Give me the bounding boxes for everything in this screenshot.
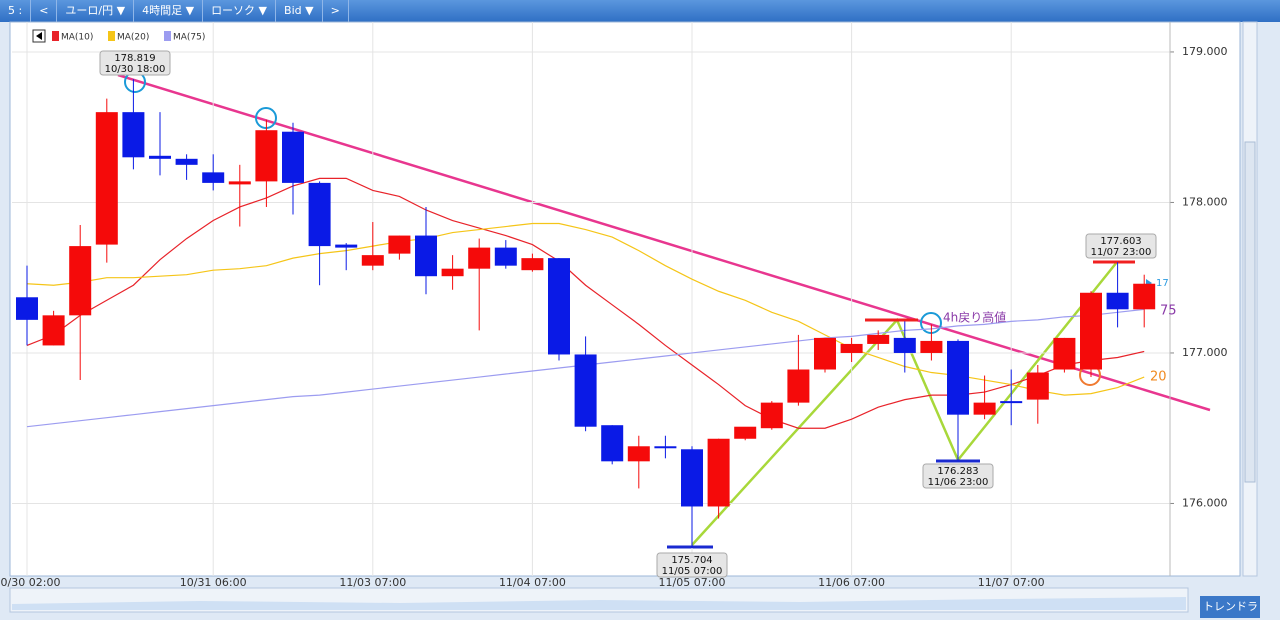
- annotation-value: 176.283: [937, 466, 978, 477]
- candle-body: [627, 446, 650, 462]
- trendline-button[interactable]: [1200, 596, 1260, 618]
- candle-body: [787, 369, 810, 403]
- annotation-note: 20: [1150, 370, 1167, 385]
- x-tick-label: 11/06 07:00: [818, 576, 885, 589]
- y-tick-label: 178.000: [1182, 195, 1228, 208]
- y-tick-label: 179.000: [1182, 45, 1228, 58]
- candle-body: [947, 340, 969, 415]
- candle-body: [681, 449, 703, 507]
- candle-body: [734, 426, 757, 439]
- candle-body: [202, 172, 225, 183]
- candle-body: [175, 158, 198, 165]
- candle-body: [601, 425, 624, 462]
- x-tick-label: 10/30 02:00: [0, 576, 60, 589]
- annotation-box: [656, 552, 728, 578]
- legend-label: MA(75): [173, 33, 205, 43]
- candle-body: [282, 131, 304, 183]
- candle-body: [1106, 292, 1129, 310]
- toolbar: 5 : < ユーロ/円 ▼ 4時間足 ▼ ローソク ▼ Bid ▼ >: [0, 0, 1280, 22]
- annotation-value: 177.603: [1100, 236, 1141, 247]
- annotation-time: 11/07 23:00: [1091, 247, 1152, 258]
- x-tick-label: 11/05 07:00: [659, 576, 726, 589]
- candle-body: [69, 246, 92, 316]
- annotation-time: 11/05 07:00: [662, 566, 723, 577]
- candle-body: [122, 112, 145, 158]
- navigator-area: [12, 597, 1186, 610]
- candle-body: [814, 337, 836, 370]
- candle-body: [308, 182, 331, 247]
- candle-body: [973, 402, 996, 415]
- candle-body: [415, 235, 437, 277]
- toolbar-item[interactable]: ローソク ▼: [203, 0, 277, 22]
- candle-body: [1080, 292, 1102, 370]
- candle-body: [361, 255, 384, 266]
- y-tick-label: 177.000: [1182, 346, 1228, 359]
- annotation-value: 178.819: [114, 53, 155, 64]
- candle-body: [16, 297, 38, 320]
- annotation-note: 17: [1156, 278, 1169, 289]
- legend-toggle-icon: [36, 32, 42, 40]
- x-tick-label: 11/03 07:00: [339, 576, 406, 589]
- candle-body: [441, 268, 464, 277]
- candle-body: [707, 438, 730, 507]
- annotation-note: 4h戻り高値: [943, 310, 1006, 325]
- candle-body: [255, 130, 278, 182]
- candle-body: [1053, 337, 1076, 370]
- annotation-box: [1085, 233, 1157, 259]
- chart-frame: [9, 21, 1241, 577]
- legend-swatch: [52, 31, 59, 41]
- annotation-time: 10/30 18:00: [105, 64, 166, 75]
- candle-body: [760, 402, 783, 429]
- candle-body: [521, 258, 544, 271]
- x-tick-label: 11/04 07:00: [499, 576, 566, 589]
- candle-body: [840, 343, 863, 353]
- legend-label: MA(10): [61, 33, 93, 43]
- annotation-box: [99, 50, 171, 76]
- scroll-thumb[interactable]: [1244, 141, 1256, 483]
- toolbar-item[interactable]: >: [323, 0, 349, 22]
- legend-label: MA(20): [117, 33, 149, 43]
- trendline-button-label: トレンドラ: [1203, 600, 1258, 613]
- candle-body: [228, 181, 251, 185]
- legend-swatch: [164, 31, 171, 41]
- candle-body: [335, 244, 358, 248]
- y-tick-label: 176.000: [1182, 496, 1228, 509]
- candle-body: [548, 258, 570, 355]
- x-tick-label: 11/07 07:00: [978, 576, 1045, 589]
- candle-body: [654, 446, 677, 449]
- annotation-time: 11/06 23:00: [928, 477, 989, 488]
- candle-body: [42, 315, 65, 346]
- toolbar-item[interactable]: 4時間足 ▼: [134, 0, 204, 22]
- annotation-note: 75: [1160, 304, 1177, 319]
- toolbar-item[interactable]: <: [31, 0, 58, 22]
- candle-body: [388, 235, 411, 254]
- toolbar-item[interactable]: 5 :: [0, 0, 32, 22]
- grid: [12, 22, 1170, 576]
- legend-swatch: [108, 31, 115, 41]
- annotation-box: [922, 463, 994, 489]
- toolbar-item[interactable]: Bid ▼: [276, 0, 323, 22]
- candle-body: [1000, 401, 1023, 404]
- candle-body: [574, 354, 597, 427]
- candle-body: [1133, 283, 1156, 310]
- candle-body: [95, 112, 118, 245]
- candle-body: [468, 247, 491, 269]
- candle-body: [1026, 372, 1049, 400]
- candle-body: [149, 155, 171, 159]
- candle-body: [867, 334, 890, 344]
- zigzag-line: [691, 261, 1118, 546]
- trend-line: [117, 73, 1211, 412]
- toolbar-item[interactable]: ユーロ/円 ▼: [57, 0, 135, 22]
- candle-body: [920, 340, 943, 353]
- candle-body: [893, 337, 916, 353]
- annotation-value: 175.704: [671, 555, 712, 566]
- candle-body: [494, 247, 517, 266]
- x-tick-label: 10/31 06:00: [180, 576, 247, 589]
